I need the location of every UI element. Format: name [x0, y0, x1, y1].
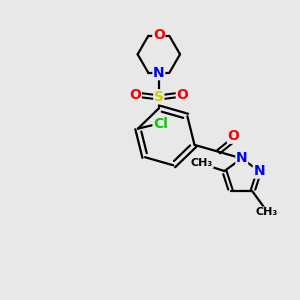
- Text: O: O: [129, 88, 141, 102]
- Text: N: N: [153, 66, 165, 80]
- Text: N: N: [236, 152, 248, 165]
- Text: S: S: [154, 90, 164, 104]
- Text: CH₃: CH₃: [255, 207, 278, 217]
- Text: CH₃: CH₃: [191, 158, 213, 168]
- Text: Cl: Cl: [153, 117, 168, 131]
- Text: O: O: [176, 88, 188, 102]
- Text: O: O: [227, 129, 239, 143]
- Text: N: N: [253, 164, 265, 178]
- Text: O: O: [153, 28, 165, 42]
